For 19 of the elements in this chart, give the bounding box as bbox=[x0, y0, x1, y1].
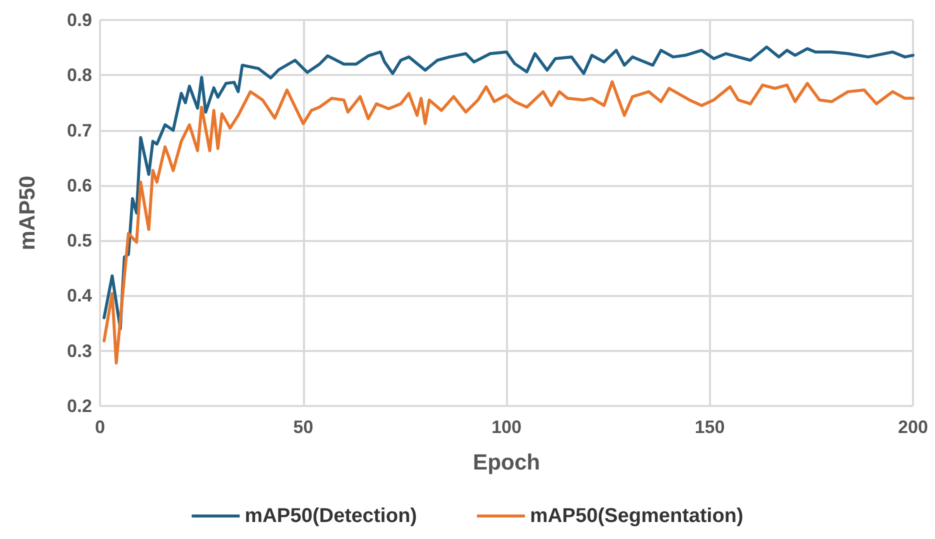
y-tick-label: 0.5 bbox=[66, 230, 92, 251]
y-tick-label: 0.7 bbox=[66, 120, 92, 140]
legend-label: mAP50(Detection) bbox=[244, 505, 417, 527]
x-tick-label: 100 bbox=[491, 417, 522, 437]
x-tick-label: 0 bbox=[94, 417, 106, 437]
y-tick-label: 0.3 bbox=[66, 340, 92, 361]
x-tick-label: 200 bbox=[898, 417, 928, 437]
y-tick-label: 0.8 bbox=[66, 65, 92, 86]
x-axis-title: Epoch bbox=[472, 450, 540, 474]
line-series bbox=[102, 46, 914, 330]
y-axis-title: mAP50 bbox=[14, 176, 40, 250]
line-series bbox=[102, 80, 914, 364]
x-tick-label: 150 bbox=[694, 417, 725, 437]
y-tick-label: 0.2 bbox=[66, 396, 92, 416]
legend-label: mAP50(Segmentation) bbox=[530, 505, 744, 527]
y-tick-label: 0.4 bbox=[66, 286, 92, 306]
y-tick-label: 0.9 bbox=[66, 10, 92, 30]
x-tick-label: 50 bbox=[293, 417, 314, 437]
y-tick-label: 0.6 bbox=[66, 175, 92, 196]
